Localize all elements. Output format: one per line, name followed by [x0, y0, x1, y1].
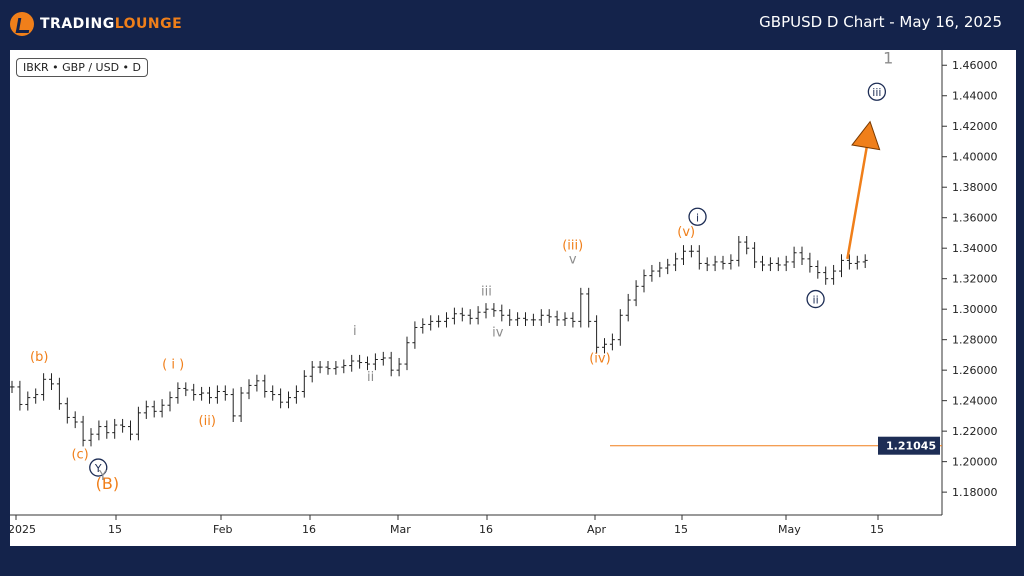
chart-area[interactable]: 1.46000 1.44000 1.42000 1.40000 1.38000 1.360… — [10, 50, 1016, 546]
chart-title: GBPUSD D Chart - May 16, 2025 — [759, 13, 1002, 31]
y-tick-label: 1.26000 — [952, 364, 998, 377]
wave-label: ( i ) — [162, 358, 184, 373]
x-tick-label: 16 — [479, 523, 493, 536]
wave-label: (v) — [677, 225, 695, 240]
y-tick-label: 1.42000 — [952, 120, 998, 133]
y-tick-label: 1.20000 — [952, 456, 998, 469]
x-tick-label: Mar — [390, 523, 411, 536]
y-tick-label: 1.24000 — [952, 395, 998, 408]
wave-label-circle — [89, 458, 108, 477]
tradinglounge-logo[interactable]: TRADINGLOUNGE — [10, 10, 182, 38]
wave-label: i — [696, 211, 699, 224]
wave-label: (b) — [30, 350, 48, 365]
wave-label: v — [569, 252, 577, 267]
logo-icon — [10, 12, 34, 36]
projection-arrow-head — [851, 120, 881, 151]
symbol-badge: IBKR • GBP / USD • D — [16, 58, 148, 77]
wave-label: ii — [367, 370, 374, 385]
price-chart[interactable]: 1.46000 1.44000 1.42000 1.40000 1.38000 1.360… — [10, 50, 1016, 546]
wave-label-circle — [806, 289, 825, 309]
wave-label: 1 — [883, 50, 893, 68]
wave-label: Y — [98, 469, 107, 484]
x-tick-label: 16 — [302, 523, 316, 536]
x-tick-label: Feb — [213, 523, 232, 536]
y-tick-label: 1.22000 — [952, 425, 998, 438]
wave-label: iii — [872, 86, 881, 99]
x-tick-label: Apr — [587, 523, 607, 536]
wave-label: (iii) — [562, 239, 583, 254]
y-tick-label: 1.36000 — [952, 212, 998, 225]
wave-label: iii — [481, 284, 492, 299]
x-tick-label: 2025 — [10, 523, 36, 536]
wave-label: Y — [94, 462, 102, 475]
wave-label: (c) — [71, 448, 88, 463]
x-tick-label: 15 — [870, 523, 884, 536]
y-tick-label: 1.18000 — [952, 486, 998, 499]
price-level-box — [878, 436, 940, 455]
wave-label: (ii) — [199, 414, 216, 429]
logo-text: TRADINGLOUNGE — [40, 16, 183, 32]
wave-label-circle — [867, 82, 887, 101]
wave-label: (B) — [96, 474, 119, 493]
header: TRADINGLOUNGE GBPUSD D Chart - May 16, 2… — [0, 0, 1024, 48]
x-tick-label: 15 — [674, 523, 688, 536]
x-tick-label: May — [778, 523, 801, 536]
price-level-label: 1.21045 — [886, 440, 936, 453]
y-tick-label: 1.46000 — [952, 59, 998, 72]
x-tick-label: 15 — [108, 523, 122, 536]
y-tick-label: 1.38000 — [952, 181, 998, 194]
y-tick-label: 1.40000 — [952, 151, 998, 164]
wave-label: iv — [492, 326, 504, 341]
wave-label: ii — [813, 294, 819, 307]
wave-label: i — [353, 324, 357, 339]
projection-arrow-line — [846, 133, 871, 260]
wave-label: (iv) — [589, 352, 610, 367]
y-tick-label: 1.30000 — [952, 303, 998, 316]
y-tick-label: 1.44000 — [952, 90, 998, 103]
y-tick-label: 1.32000 — [952, 273, 998, 286]
y-tick-label: 1.34000 — [952, 242, 998, 255]
y-tick-label: 1.28000 — [952, 334, 998, 347]
wave-label-circle — [688, 207, 707, 226]
